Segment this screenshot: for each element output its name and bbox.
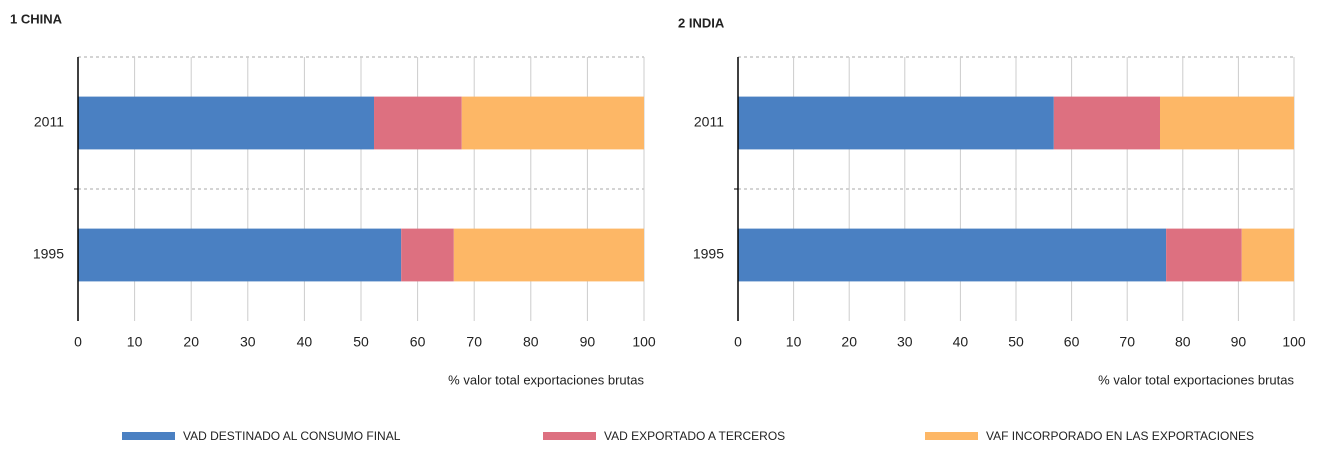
x-tick-label: 60 (1064, 334, 1080, 350)
y-tick-label: 1995 (693, 246, 724, 262)
bar-segment (78, 228, 402, 282)
legend-swatch (925, 432, 978, 440)
bar-segment (453, 228, 644, 282)
y-tick-label: 2011 (34, 114, 64, 130)
bar-segment (461, 96, 644, 150)
bar-segment (1166, 228, 1242, 282)
x-tick-label: 10 (786, 334, 802, 350)
x-tick-label: 30 (897, 334, 913, 350)
x-axis-label: % valor total exportaciones brutas (448, 372, 644, 387)
x-tick-label: 80 (523, 334, 539, 350)
bar-segment (738, 96, 1054, 150)
bar-segment (78, 96, 375, 150)
x-tick-label: 20 (183, 334, 199, 350)
legend-swatch (543, 432, 596, 440)
x-tick-label: 20 (841, 334, 857, 350)
bar-segment (374, 96, 462, 150)
chart-title: 1 CHINA (10, 11, 63, 26)
x-tick-label: 100 (1282, 334, 1306, 350)
x-tick-label: 70 (466, 334, 482, 350)
bar-segment (1160, 96, 1294, 150)
x-tick-label: 50 (1008, 334, 1024, 350)
y-tick-label: 2011 (694, 114, 724, 130)
chart-title: 2 INDIA (678, 15, 725, 30)
x-tick-label: 0 (734, 334, 742, 350)
x-axis-label: % valor total exportaciones brutas (1098, 372, 1294, 387)
x-tick-label: 100 (632, 334, 656, 350)
x-tick-label: 0 (74, 334, 82, 350)
x-tick-label: 90 (580, 334, 596, 350)
x-tick-label: 40 (297, 334, 313, 350)
y-tick-label: 1995 (33, 246, 64, 262)
x-tick-label: 30 (240, 334, 256, 350)
legend-label: VAD DESTINADO AL CONSUMO FINAL (183, 429, 401, 443)
x-tick-label: 70 (1119, 334, 1135, 350)
legend-label: VAF INCORPORADO EN LAS EXPORTACIONES (986, 429, 1254, 443)
bar-segment (1241, 228, 1294, 282)
x-tick-label: 90 (1231, 334, 1247, 350)
legend-label: VAD EXPORTADO A TERCEROS (604, 429, 785, 443)
x-tick-label: 10 (127, 334, 143, 350)
x-tick-label: 50 (353, 334, 369, 350)
bar-segment (401, 228, 454, 282)
x-tick-label: 40 (953, 334, 969, 350)
bar-segment (1053, 96, 1161, 150)
x-tick-label: 80 (1175, 334, 1191, 350)
x-tick-label: 60 (410, 334, 426, 350)
bar-segment (738, 228, 1167, 282)
legend-swatch (122, 432, 175, 440)
